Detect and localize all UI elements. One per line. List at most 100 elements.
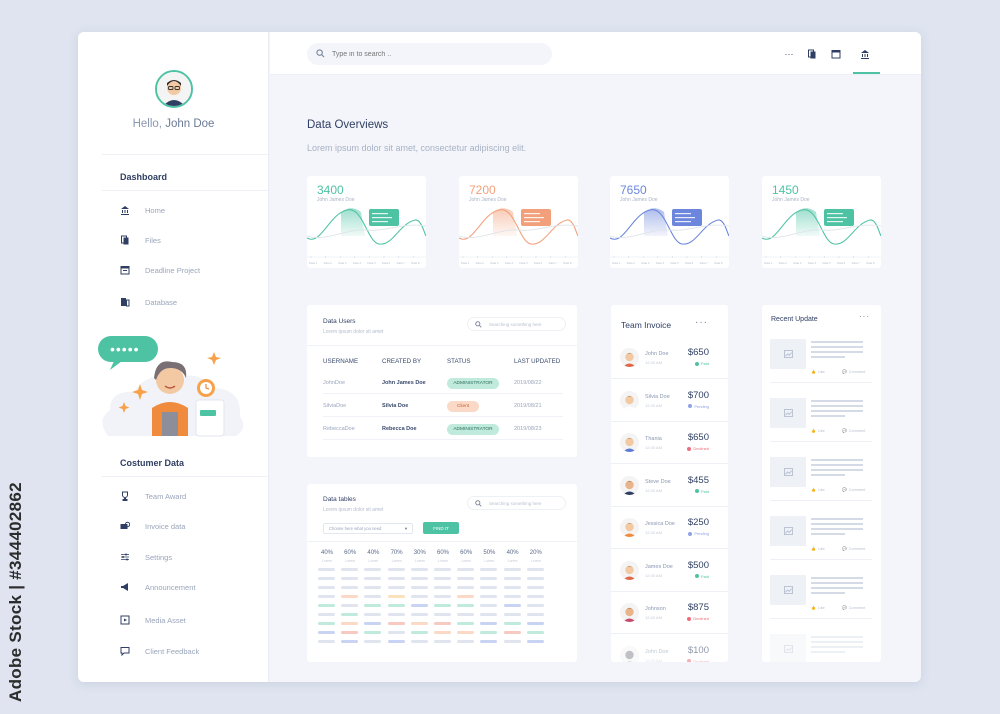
search-icon [316,45,325,63]
table-cell-bar [434,595,451,598]
sidebar-item-settings[interactable]: Settings [120,550,172,564]
sparkline-highlight [341,208,365,236]
status-dot-icon [687,446,692,451]
sidebar-item-team-award[interactable]: Team Award [120,489,186,503]
sparkline-secondary-line [307,224,426,238]
table-cell-bar [341,586,359,589]
col-created-by[interactable]: CREATED BY [382,358,422,365]
stat-card[interactable]: 7200 John James Doe Data 1 Data 2 Data 3 Da… [459,176,578,268]
invoice-row[interactable]: Thania 12.00 AM $650 Declined [611,422,728,464]
like-button[interactable]: 👍 Like [811,369,825,375]
comment-button[interactable]: 💬 Comment [842,605,865,611]
sidebar-item-files[interactable]: Files [120,233,161,247]
divider [307,345,577,346]
user-name: John Doe [165,118,215,130]
bank-icon[interactable] [858,47,872,61]
stat-card[interactable]: 1450 John James Doe Data 1 Data 2 Data 3 Da… [762,176,881,268]
like-button[interactable]: 👍 Like [811,487,825,493]
more-menu-button[interactable]: ··· [782,47,796,61]
stat-card[interactable]: 7650 John James Doe Data 1 Data 2 Data 3 Da… [610,176,729,268]
table-cell-bar [341,613,359,616]
tooltip-line [827,217,847,219]
invoice-row[interactable]: James Doe 12.00 AM $500 Paid [611,550,728,592]
table-cell-bar [434,604,451,607]
table-cell-bar [457,577,475,580]
active-tab-indicator [853,72,880,74]
tooltip-line [675,213,691,215]
table-cell-bar [364,577,382,580]
status-badge: ADMINISTRATOR [447,424,499,435]
comment-button[interactable]: 💬 Comment [842,428,865,434]
comment-button[interactable]: 💬 Comment [842,369,865,375]
stat-sparkline: Data 1 Data 2 Data 3 Data 4 Data 5 Data 6 Data… [307,208,426,265]
calendar-icon[interactable] [829,47,843,61]
comment-button[interactable]: 💬 Comment [842,546,865,552]
like-button[interactable]: 👍 Like [811,546,825,552]
table-cell-bar [318,622,335,625]
invoice-row[interactable]: Steve Doe 12.00 AM $455 Paid [611,465,728,507]
select-placeholder: Choose here what you need [329,526,382,531]
tooltip-line [675,217,695,219]
sidebar-item-home[interactable]: Home [120,203,165,217]
recent-update-item[interactable]: 👍Like 💬Comment [770,571,872,619]
more-menu-button[interactable]: ··· [859,312,870,321]
tables-search-input[interactable]: Searching something here [467,496,566,510]
text-placeholder-line [811,400,863,402]
files-icon [120,235,130,245]
image-placeholder-icon [770,634,806,662]
tooltip-line [372,221,388,223]
stat-card[interactable]: 3400 John James Doe Data 1 Data 2 Data 3 Da… [307,176,426,268]
filter-select[interactable]: Choose here what you need ▼ [323,523,413,534]
sidebar-item-media-asset[interactable]: Media Asset [120,613,186,627]
axis-tick-label: Data 7 [700,261,709,265]
like-button[interactable]: 👍 Like [811,428,825,434]
table-cell-bar [434,640,451,643]
axis-tick-label: Data 6 [837,261,846,265]
like-button[interactable]: 👍 Like [811,605,825,611]
image-placeholder-icon [770,339,806,369]
table-cell-bar [387,577,405,580]
recent-update-item[interactable]: 👍Like 💬Comment [770,512,872,560]
users-search-input[interactable]: Searching something here [467,317,566,331]
col-last-updated[interactable]: LAST UPDATED [514,358,561,365]
sidebar-item-label: Home [145,205,166,215]
find-it-button[interactable]: FIND IT [423,522,459,534]
invoice-status: Pending [688,531,709,536]
text-placeholder-line [811,641,863,643]
avatar [620,560,639,580]
invoice-row[interactable]: Johnson 12.00 AM $875 Declined [611,592,728,634]
invoice-row[interactable]: Jessica Doe 12.00 AM $250 Pending [611,507,728,549]
recent-update-item[interactable]: 👍Like 💬Comment [770,335,872,383]
sidebar-item-announcement[interactable]: Announcement [120,580,195,594]
sidebar-item-client-feedback[interactable]: Client Feedback [120,644,199,658]
sidebar-item-deadline-project[interactable]: Deadline Project [120,263,200,277]
invoice-row[interactable]: Silvia Doe 12.00 AM $700 Pending [611,380,728,422]
cell-username: SilviaDoe [323,403,347,409]
avatar[interactable] [155,70,193,108]
percent-label: 40% [320,550,333,556]
search-bar[interactable] [307,43,552,65]
invoice-row[interactable]: John Doe 12.00 AM $650 Paid [611,337,728,379]
sidebar-item-invoice-data[interactable]: Invoice data [120,519,185,533]
col-username[interactable]: USERNAME [323,358,359,365]
comment-button[interactable]: 💬 Comment [842,487,865,493]
recent-update-item[interactable]: 👍Like 💬Comment [770,394,872,442]
image-placeholder-icon [770,457,806,487]
sidebar-item-database[interactable]: Database [120,295,177,309]
files-icon[interactable] [805,47,819,61]
search-input[interactable] [332,50,532,58]
recent-update-item[interactable]: 👍Like💬Comment [770,630,872,662]
trophy-icon [120,491,130,501]
comment-icon: 💬 [842,606,847,610]
more-dots: ··· [784,49,794,59]
invoice-amount: $250 [687,517,709,528]
greeting: Hello, John Doe [78,118,269,130]
recent-update-item[interactable]: 👍Like 💬Comment [770,453,872,501]
axis-tick-label: Data 3 [490,261,499,265]
more-menu-button[interactable]: ··· [695,317,708,328]
col-status[interactable]: STATUS [447,358,471,365]
invoice-row[interactable]: John Doe 12.00 AM $100 Declined [611,635,728,662]
sparkline-highlight [493,208,517,236]
divider [307,541,577,542]
status-text: Paid [700,488,709,494]
